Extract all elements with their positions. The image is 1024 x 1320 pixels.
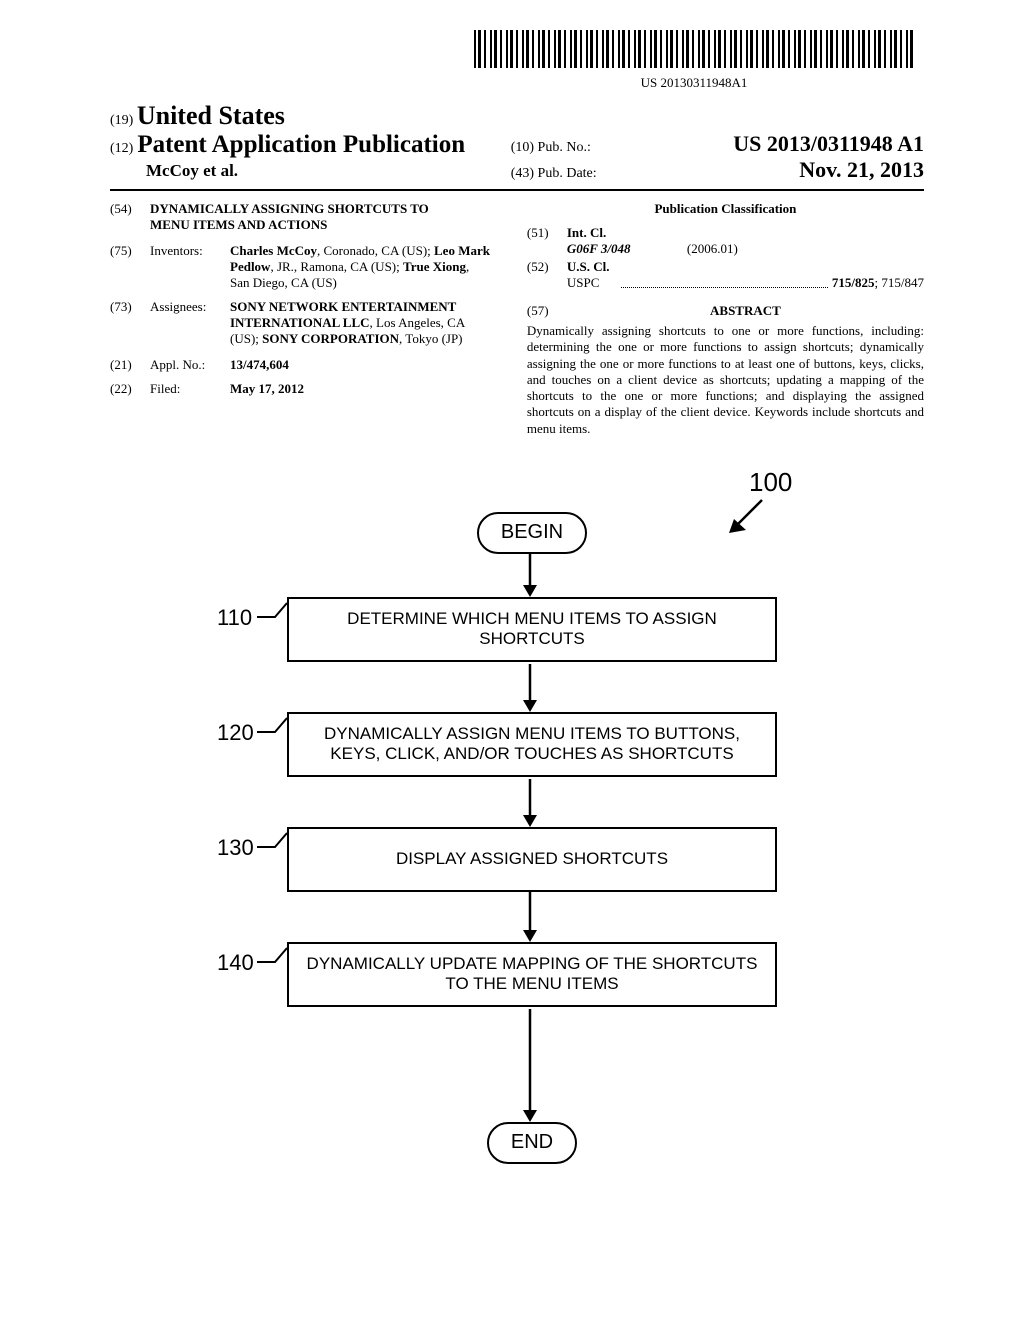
pubtype-code: (12) bbox=[110, 141, 133, 156]
flowchart-connector bbox=[518, 1009, 542, 1122]
divider bbox=[110, 189, 924, 191]
inventors-code: (75) bbox=[110, 243, 150, 291]
flowchart-connector bbox=[518, 554, 542, 597]
flowchart-connector bbox=[518, 664, 542, 712]
flowchart-ref-130: 130 bbox=[217, 835, 254, 861]
flowchart-step-130: DISPLAY ASSIGNED SHORTCUTS bbox=[287, 827, 777, 892]
uscl-code: (52) bbox=[527, 259, 567, 291]
flowchart-begin: BEGIN bbox=[477, 512, 587, 554]
flowchart-connector bbox=[518, 892, 542, 942]
flowchart-ref-120: 120 bbox=[217, 720, 254, 746]
uspc-bold: 715/825 bbox=[832, 275, 875, 290]
pubdate-code: (43) bbox=[511, 166, 534, 181]
invention-title: DYNAMICALLY ASSIGNING SHORTCUTS TO MENU … bbox=[150, 201, 491, 233]
abstract-code: (57) bbox=[527, 303, 567, 323]
pubno-code: (10) bbox=[511, 140, 534, 155]
flowchart-ref-100: 100 bbox=[749, 467, 792, 498]
pubtype: Patent Application Publication bbox=[137, 131, 465, 158]
barcode-block: US 20130311948A1 bbox=[110, 30, 924, 91]
pubdate-value: Nov. 21, 2013 bbox=[799, 157, 924, 182]
assignees-label: Assignees: bbox=[150, 299, 230, 347]
applno-code: (21) bbox=[110, 357, 150, 373]
barcode-graphic bbox=[474, 30, 914, 68]
intcl-code: (51) bbox=[527, 225, 567, 257]
filed-code: (22) bbox=[110, 381, 150, 397]
pubdate-label: Pub. Date: bbox=[538, 166, 597, 181]
applno: 13/474,604 bbox=[230, 357, 289, 372]
pubno-label: Pub. No.: bbox=[538, 140, 591, 155]
flowchart-begin-label: BEGIN bbox=[501, 521, 563, 544]
uspc-dots bbox=[621, 275, 828, 288]
pubno-value: US 2013/0311948 A1 bbox=[733, 131, 924, 156]
inventors-list: Charles McCoy, Coronado, CA (US); Leo Ma… bbox=[230, 243, 491, 291]
abstract-heading: ABSTRACT bbox=[567, 303, 924, 319]
header-row: (19) United States (12) Patent Applicati… bbox=[110, 101, 924, 183]
filed-label: Filed: bbox=[150, 381, 230, 397]
filed-date: May 17, 2012 bbox=[230, 381, 304, 396]
assignee2-rest: , Tokyo (JP) bbox=[399, 331, 463, 346]
barcode-label: US 20130311948A1 bbox=[474, 75, 914, 91]
intcl-date: (2006.01) bbox=[687, 241, 738, 257]
applno-label: Appl. No.: bbox=[150, 357, 230, 373]
inventors-text: Charles McCoy, Coronado, CA (US); Leo Ma… bbox=[230, 243, 490, 290]
abstract-text: Dynamically assigning shortcuts to one o… bbox=[527, 323, 924, 437]
country-name: United States bbox=[137, 101, 285, 130]
assignees-list: SONY NETWORK ENTERTAINMENT INTERNATIONAL… bbox=[230, 299, 491, 347]
bibliographic-columns: (54) DYNAMICALLY ASSIGNING SHORTCUTS TO … bbox=[110, 201, 924, 437]
assignee2-bold: SONY CORPORATION bbox=[262, 331, 399, 346]
uspc-label: USPC bbox=[567, 275, 617, 291]
flowchart-end: END bbox=[487, 1122, 577, 1164]
intcl-label: Int. Cl. bbox=[567, 225, 606, 240]
classification-heading: Publication Classification bbox=[527, 201, 924, 217]
flowchart-arrow-100 bbox=[727, 497, 767, 537]
uspc-rest: ; 715/847 bbox=[875, 275, 924, 290]
flowchart-end-label: END bbox=[511, 1131, 553, 1154]
uscl-label: U.S. Cl. bbox=[567, 259, 610, 274]
country-code: (19) bbox=[110, 113, 133, 128]
flowchart-ref-140: 140 bbox=[217, 950, 254, 976]
assignees-code: (73) bbox=[110, 299, 150, 347]
intcl-value: G06F 3/048 bbox=[567, 241, 687, 257]
authors: McCoy et al. bbox=[110, 161, 501, 181]
flowchart-ref-110: 110 bbox=[217, 605, 252, 631]
inventors-label: Inventors: bbox=[150, 243, 230, 291]
flowchart-connector bbox=[518, 779, 542, 827]
title-code: (54) bbox=[110, 201, 150, 233]
flowchart-step-140: DYNAMICALLY UPDATE MAPPING OF THE SHORTC… bbox=[287, 942, 777, 1007]
flowchart-step-120: DYNAMICALLY ASSIGN MENU ITEMS TO BUTTONS… bbox=[287, 712, 777, 777]
flowchart-step-110: DETERMINE WHICH MENU ITEMS TO ASSIGN SHO… bbox=[287, 597, 777, 662]
flowchart: 100 BEGIN END 110DETERMINE WHICH MENU IT… bbox=[167, 492, 867, 1192]
